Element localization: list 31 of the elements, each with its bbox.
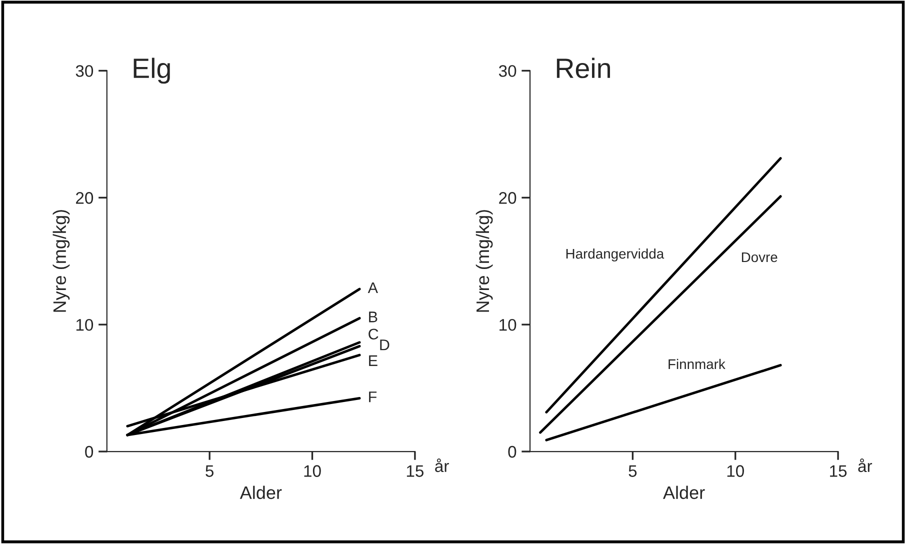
chart-title: Rein <box>556 58 610 78</box>
text: år <box>858 458 872 472</box>
series-label: C <box>368 328 378 340</box>
y-tick-label: 20 <box>76 192 94 204</box>
series-label: Dovre <box>742 252 778 262</box>
series-label: D <box>380 340 390 350</box>
y-tick-label: 20 <box>499 192 516 204</box>
series-label: F <box>369 392 377 402</box>
y-tick-label: 30 <box>76 65 94 77</box>
y-tick-label: 10 <box>500 318 516 331</box>
x-axis-title: Alder <box>240 486 282 500</box>
y-axis-title: Nyre (mg/kg) <box>52 210 70 312</box>
series-label: B <box>369 312 378 322</box>
y-tick-label: 10 <box>76 318 94 331</box>
y-tick-label: 30 <box>498 65 516 77</box>
series-label: Hardangervidda <box>566 248 664 262</box>
series-label: Finnmark <box>668 358 726 370</box>
x-tick-label: 5 <box>206 465 214 477</box>
x-tick-label: 10 <box>727 465 744 477</box>
x-axis-title: Alder <box>662 486 705 500</box>
y-tick-label: 0 <box>85 446 94 458</box>
y-axis-title: Nyre (mg/kg) <box>476 210 493 312</box>
x-tick-label: 5 <box>628 465 637 477</box>
x-tick-label: 15 <box>406 465 424 477</box>
y-tick-label: 0 <box>508 446 516 458</box>
text: år <box>435 458 449 472</box>
series-label: A <box>368 282 378 293</box>
x-tick-label: 15 <box>830 465 847 477</box>
series-label: E <box>369 355 378 366</box>
chart-title: Elg <box>134 58 170 84</box>
x-tick-label: 10 <box>304 465 321 477</box>
